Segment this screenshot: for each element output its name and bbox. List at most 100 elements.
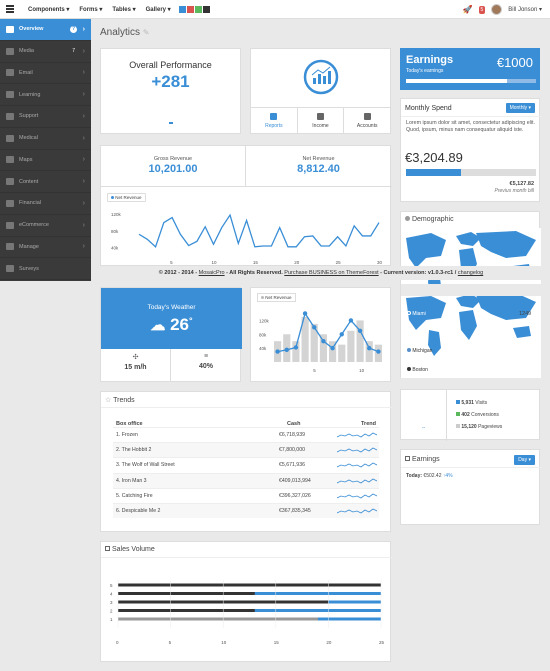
bar: [118, 600, 381, 604]
bar: [347, 330, 355, 362]
sidebar-item-manage[interactable]: Manage ›: [0, 237, 91, 259]
theme-swatches: [178, 5, 210, 13]
notification-badge[interactable]: 5: [478, 5, 486, 14]
humidity-value: 40%: [198, 363, 213, 370]
day-dropdown[interactable]: Day ▾: [514, 455, 535, 465]
x-tick-label: 25: [336, 260, 342, 265]
table-row[interactable]: 3. The Wolf of Wall Street €5,671,936: [113, 457, 379, 473]
data-point: [302, 311, 308, 316]
nav-components[interactable]: Components ▾: [28, 6, 70, 13]
stat-visits: 5,931 Visits: [456, 400, 487, 406]
footer-copyright: © 2012 - 2014 -: [158, 270, 199, 276]
overall-sparkline: [169, 122, 173, 124]
document-icon: [270, 112, 278, 120]
bar: [310, 323, 318, 362]
calendar-icon: [105, 546, 110, 551]
earnings-progress: [406, 79, 536, 83]
sidebar-item-maps[interactable]: Maps ›: [0, 150, 91, 172]
swatch-blue[interactable]: [178, 5, 186, 13]
rocket-icon[interactable]: 🚀: [462, 5, 473, 14]
user-name[interactable]: Bill Jonson ▾: [508, 7, 542, 13]
row-cash: €6,718,939: [279, 432, 305, 438]
sidebar-item-label: Surveys: [19, 265, 39, 272]
y-tick-label: 40k: [259, 346, 267, 351]
bar: [328, 600, 381, 604]
edit-icon[interactable]: ✎: [142, 28, 150, 37]
help-icon[interactable]: ?: [70, 25, 77, 33]
sidebar-item-surveys[interactable]: Surveys: [0, 258, 91, 280]
data-point: [339, 332, 344, 337]
bar-legend: Net Revenue: [257, 293, 296, 302]
world-map[interactable]: [401, 228, 541, 378]
table-row[interactable]: 1. Frozen €6,718,939: [113, 427, 379, 442]
avatar[interactable]: [491, 4, 503, 15]
bar: [301, 316, 309, 362]
wrench-icon: [6, 243, 14, 251]
sidebar-item-ecommerce[interactable]: eCommerce ›: [0, 215, 91, 237]
nav-gallery[interactable]: Gallery ▾: [145, 6, 171, 13]
x-tick-label: 5: [313, 368, 316, 373]
bar: [118, 617, 318, 621]
monthly-dropdown[interactable]: Monthly ▾: [505, 103, 535, 113]
prev-value: €5,127.82: [509, 181, 534, 187]
table-row[interactable]: 2. The Hobbit 2 €7,800,000: [113, 442, 379, 458]
tab-reports[interactable]: Reports: [251, 108, 298, 133]
data-point: [275, 349, 280, 354]
swatch-dark[interactable]: [202, 5, 210, 13]
sidebar-item-label: Learning: [19, 91, 41, 98]
star-icon: ☆: [105, 397, 112, 404]
sidebar: Overview? › Media 7 › Email › Learning › Support ›…: [0, 19, 91, 281]
bar: [319, 334, 327, 362]
swatch-red[interactable]: [186, 5, 194, 13]
graduation-icon: [6, 91, 14, 99]
y-tick-label: 3: [110, 600, 113, 605]
monthly-spend-panel: Monthly Spend Monthly ▾ Lorem ipsum dolo…: [400, 98, 541, 202]
row-name: 5. Catching Fire: [116, 492, 153, 499]
table-row[interactable]: 6. Despicable Me 2 €367,835,345: [113, 503, 379, 518]
x-tick-label: 25: [379, 640, 385, 645]
y-tick-label: 1: [110, 617, 113, 622]
monthly-title: Monthly Spend: [405, 105, 452, 112]
sidebar-item-content[interactable]: Content ›: [0, 171, 91, 193]
footer-changelog-link[interactable]: changelog: [457, 270, 484, 276]
weather-header: Today's Weather ☁ 26°: [101, 288, 242, 349]
wind: ✣ 15 m/h: [101, 349, 171, 382]
image-icon: [6, 47, 14, 55]
row-cash: €396,327,026: [279, 492, 311, 499]
sidebar-item-email[interactable]: Email ›: [0, 63, 91, 85]
stat-pageviews: 15,120 Pageviews: [456, 424, 502, 430]
chevron-right-icon: ›: [82, 25, 85, 33]
nav-tables[interactable]: Tables ▾: [112, 6, 136, 13]
y-tick-label: 40k: [111, 246, 119, 251]
sidebar-item-financial[interactable]: Financial ›: [0, 193, 91, 215]
trend-sparkline: [337, 508, 377, 514]
earnings-panel: Earnings Today's earnings €1000: [400, 48, 540, 90]
page-title: Analytics ✎: [100, 27, 150, 38]
swatch-green[interactable]: [194, 5, 202, 13]
y-tick-label: 120k: [111, 212, 122, 217]
menu-toggle-icon[interactable]: [0, 0, 20, 19]
footer-purchase-link[interactable]: Purchase BUSINESS on ThemeForest: [284, 270, 379, 276]
trends-title: ☆ Trends: [105, 397, 135, 404]
tab-accounts[interactable]: Accounts: [344, 108, 390, 133]
gross-value: 10,201.00: [148, 163, 198, 175]
trend-sparkline: [337, 447, 377, 453]
footer-brand-link[interactable]: MosaicPro: [198, 270, 225, 276]
sidebar-item-overview[interactable]: Overview? ›: [0, 19, 91, 41]
sidebar-item-support[interactable]: Support ›: [0, 106, 91, 128]
sidebar-item-medical[interactable]: Medical ›: [0, 128, 91, 150]
sidebar-item-label: Maps: [19, 156, 33, 163]
net-revenue-line-chart: 120k 80k 40k 5 10 15 20 25 30: [111, 212, 383, 265]
sidebar-item-media[interactable]: Media 7 ›: [0, 41, 91, 63]
bar-legend-label: Net Revenue: [265, 295, 292, 300]
bar: [292, 341, 300, 362]
map-pin-icon: [6, 156, 14, 164]
tab-income[interactable]: Income: [298, 108, 345, 133]
row-name: 2. The Hobbit 2: [116, 447, 152, 454]
bar: [365, 341, 373, 362]
y-tick-label: 4: [110, 592, 113, 597]
sidebar-item-learning[interactable]: Learning ›: [0, 84, 91, 106]
table-row[interactable]: 5. Catching Fire €396,327,026: [113, 487, 379, 503]
nav-forms[interactable]: Forms ▾: [79, 6, 103, 13]
table-row[interactable]: 4. Iron Man 3 €409,013,994: [113, 472, 379, 488]
